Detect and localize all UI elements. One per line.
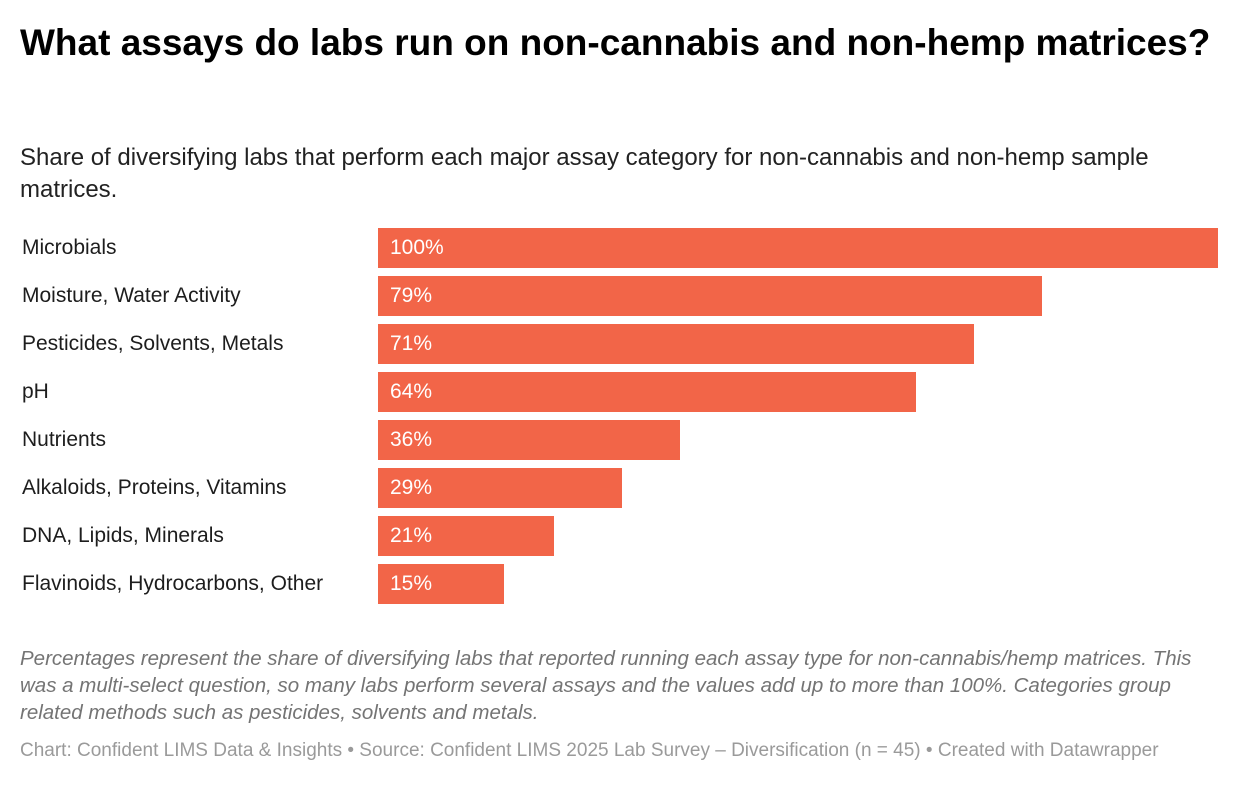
bar xyxy=(378,372,916,412)
value-label: 79% xyxy=(390,284,433,307)
bar-row: Microbials 100% xyxy=(0,228,1240,268)
bar-row: DNA, Lipids, Minerals 21% xyxy=(0,516,1240,556)
bar xyxy=(378,564,504,604)
value-label: 64% xyxy=(390,380,433,403)
category-label: Microbials xyxy=(22,236,117,259)
bar-row: pH 64% xyxy=(0,372,1240,412)
bar xyxy=(378,468,622,508)
chart-notes: Percentages represent the share of diver… xyxy=(20,647,1192,724)
chart-title: What assays do labs run on non-cannabis … xyxy=(20,22,1211,63)
chart-footer: Chart: Confident LIMS Data & Insights • … xyxy=(20,740,1159,761)
category-label: Moisture, Water Activity xyxy=(22,284,241,307)
category-label: DNA, Lipids, Minerals xyxy=(22,524,224,547)
bar-row: Nutrients 36% xyxy=(0,420,1240,460)
value-label: 29% xyxy=(390,476,433,499)
bar xyxy=(378,516,555,556)
category-label: pH xyxy=(22,380,49,403)
value-label: 36% xyxy=(390,428,433,451)
category-label: Pesticides, Solvents, Metals xyxy=(22,332,284,355)
bar xyxy=(378,276,1042,316)
value-label: 100% xyxy=(390,236,444,259)
bar-row: Pesticides, Solvents, Metals 71% xyxy=(0,324,1240,364)
bar-chart: Microbials 100% Moisture, Water Activity 79… xyxy=(0,228,1240,608)
value-label: 15% xyxy=(390,572,433,595)
value-label: 71% xyxy=(390,332,433,355)
category-label: Nutrients xyxy=(22,428,107,451)
category-label: Alkaloids, Proteins, Vitamins xyxy=(22,476,287,499)
bar-row: Moisture, Water Activity 79% xyxy=(0,276,1240,316)
value-label: 21% xyxy=(390,524,433,547)
bar-row: Flavinoids, Hydrocarbons, Other 15% xyxy=(0,564,1240,604)
bar-row: Alkaloids, Proteins, Vitamins 29% xyxy=(0,468,1240,508)
bar xyxy=(378,228,1218,268)
chart-subtitle: Share of diversifying labs that perform … xyxy=(20,144,1149,203)
bar xyxy=(378,324,975,364)
category-label: Flavinoids, Hydrocarbons, Other xyxy=(22,572,324,595)
bar xyxy=(378,420,681,460)
